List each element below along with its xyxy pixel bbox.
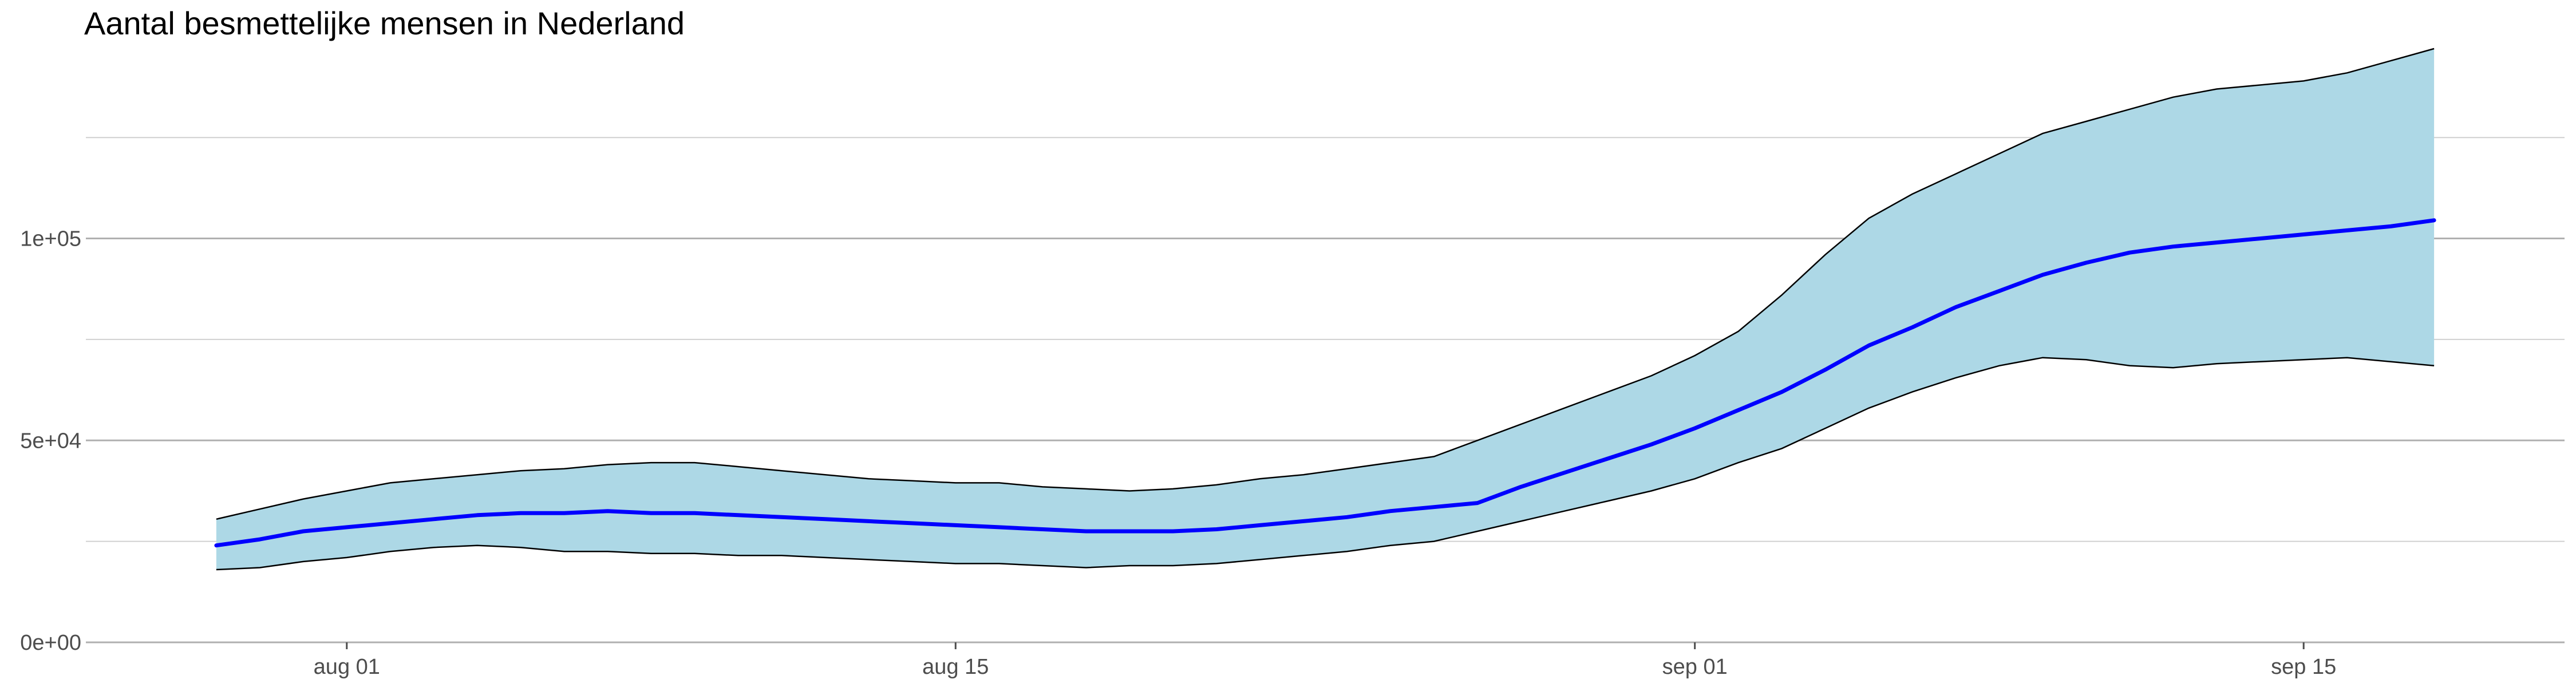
y-tick-label: 1e+05 (20, 227, 81, 251)
confidence-band (216, 49, 2435, 570)
x-tick-label: aug 01 (314, 655, 380, 679)
estimate-line (214, 218, 2436, 548)
estimate-line-layer (214, 218, 2436, 548)
band-upper-edge (216, 48, 2435, 520)
axis-labels: 0e+00 5e+04 1e+05 aug 01 aug 15 sep 01 sep 15 (20, 227, 2336, 679)
y-tick-label: 0e+00 (20, 631, 81, 655)
x-tick-label: aug 15 (922, 655, 989, 679)
chart-title: Aantal besmettelijke mensen in Nederland (84, 5, 685, 41)
band-lower-edge (216, 357, 2435, 571)
y-tick-label: 5e+04 (20, 429, 81, 453)
x-tick-label: sep 15 (2271, 655, 2336, 679)
x-tick-label: sep 01 (1662, 655, 1728, 679)
confidence-band-layer (216, 48, 2435, 571)
